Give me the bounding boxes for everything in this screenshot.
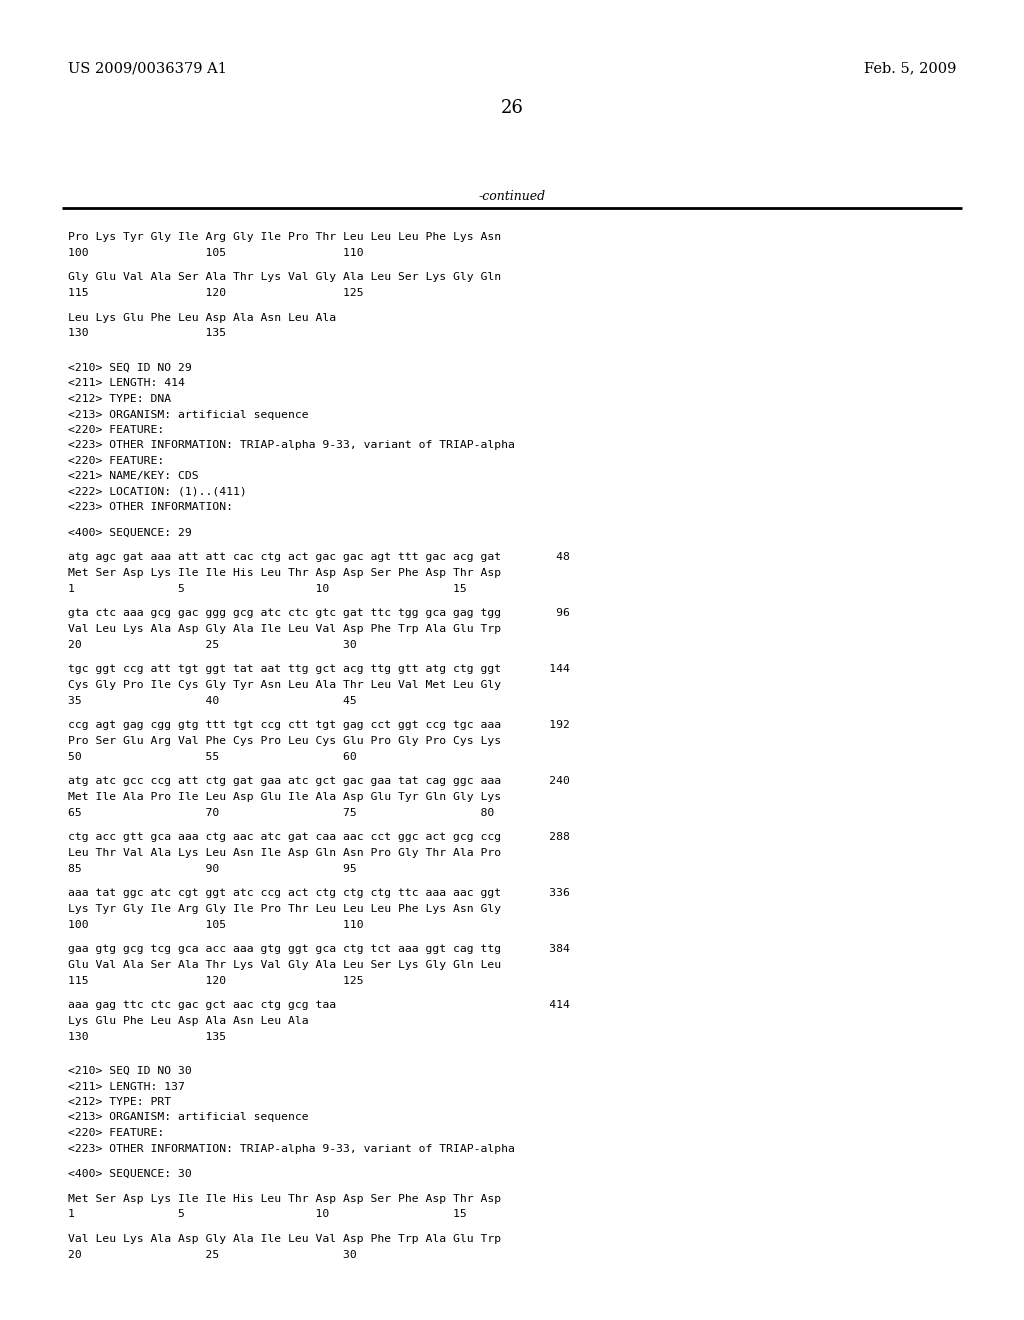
Text: 20                  25                  30: 20 25 30 [68,1250,356,1259]
Text: gaa gtg gcg tcg gca acc aaa gtg ggt gca ctg tct aaa ggt cag ttg       384: gaa gtg gcg tcg gca acc aaa gtg ggt gca … [68,945,570,954]
Text: Val Leu Lys Ala Asp Gly Ala Ile Leu Val Asp Phe Trp Ala Glu Trp: Val Leu Lys Ala Asp Gly Ala Ile Leu Val … [68,624,501,634]
Text: gta ctc aaa gcg gac ggg gcg atc ctc gtc gat ttc tgg gca gag tgg        96: gta ctc aaa gcg gac ggg gcg atc ctc gtc … [68,609,570,619]
Text: 115                 120                 125: 115 120 125 [68,975,364,986]
Text: <211> LENGTH: 414: <211> LENGTH: 414 [68,379,185,388]
Text: ccg agt gag cgg gtg ttt tgt ccg ctt tgt gag cct ggt ccg tgc aaa       192: ccg agt gag cgg gtg ttt tgt ccg ctt tgt … [68,721,570,730]
Text: 20                  25                  30: 20 25 30 [68,639,356,649]
Text: Gly Glu Val Ala Ser Ala Thr Lys Val Gly Ala Leu Ser Lys Gly Gln: Gly Glu Val Ala Ser Ala Thr Lys Val Gly … [68,272,501,282]
Text: <220> FEATURE:: <220> FEATURE: [68,425,164,436]
Text: <210> SEQ ID NO 29: <210> SEQ ID NO 29 [68,363,191,374]
Text: Leu Lys Glu Phe Leu Asp Ala Asn Leu Ala: Leu Lys Glu Phe Leu Asp Ala Asn Leu Ala [68,313,336,323]
Text: aaa gag ttc ctc gac gct aac ctg gcg taa                               414: aaa gag ttc ctc gac gct aac ctg gcg taa … [68,1001,570,1011]
Text: Leu Thr Val Ala Lys Leu Asn Ile Asp Gln Asn Pro Gly Thr Ala Pro: Leu Thr Val Ala Lys Leu Asn Ile Asp Gln … [68,847,501,858]
Text: 85                  90                  95: 85 90 95 [68,863,356,874]
Text: 1               5                   10                  15: 1 5 10 15 [68,583,467,594]
Text: 115                 120                 125: 115 120 125 [68,288,364,298]
Text: <400> SEQUENCE: 30: <400> SEQUENCE: 30 [68,1168,191,1179]
Text: 100                 105                 110: 100 105 110 [68,248,364,257]
Text: Met Ser Asp Lys Ile Ile His Leu Thr Asp Asp Ser Phe Asp Thr Asp: Met Ser Asp Lys Ile Ile His Leu Thr Asp … [68,568,501,578]
Text: Met Ile Ala Pro Ile Leu Asp Glu Ile Ala Asp Glu Tyr Gln Gly Lys: Met Ile Ala Pro Ile Leu Asp Glu Ile Ala … [68,792,501,803]
Text: Pro Lys Tyr Gly Ile Arg Gly Ile Pro Thr Leu Leu Leu Phe Lys Asn: Pro Lys Tyr Gly Ile Arg Gly Ile Pro Thr … [68,232,501,242]
Text: aaa tat ggc atc cgt ggt atc ccg act ctg ctg ctg ttc aaa aac ggt       336: aaa tat ggc atc cgt ggt atc ccg act ctg … [68,888,570,899]
Text: 26: 26 [501,99,523,117]
Text: <212> TYPE: DNA: <212> TYPE: DNA [68,393,171,404]
Text: Lys Tyr Gly Ile Arg Gly Ile Pro Thr Leu Leu Leu Phe Lys Asn Gly: Lys Tyr Gly Ile Arg Gly Ile Pro Thr Leu … [68,904,501,913]
Text: <220> FEATURE:: <220> FEATURE: [68,1129,164,1138]
Text: <221> NAME/KEY: CDS: <221> NAME/KEY: CDS [68,471,199,482]
Text: <210> SEQ ID NO 30: <210> SEQ ID NO 30 [68,1067,191,1076]
Text: US 2009/0036379 A1: US 2009/0036379 A1 [68,61,227,75]
Text: <212> TYPE: PRT: <212> TYPE: PRT [68,1097,171,1107]
Text: <223> OTHER INFORMATION:: <223> OTHER INFORMATION: [68,503,233,512]
Text: 100                 105                 110: 100 105 110 [68,920,364,929]
Text: 130                 135: 130 135 [68,329,226,338]
Text: Feb. 5, 2009: Feb. 5, 2009 [863,61,956,75]
Text: Val Leu Lys Ala Asp Gly Ala Ile Leu Val Asp Phe Trp Ala Glu Trp: Val Leu Lys Ala Asp Gly Ala Ile Leu Val … [68,1234,501,1243]
Text: -continued: -continued [478,190,546,202]
Text: Met Ser Asp Lys Ile Ile His Leu Thr Asp Asp Ser Phe Asp Thr Asp: Met Ser Asp Lys Ile Ile His Leu Thr Asp … [68,1193,501,1204]
Text: 130                 135: 130 135 [68,1031,226,1041]
Text: 50                  55                  60: 50 55 60 [68,751,356,762]
Text: <222> LOCATION: (1)..(411): <222> LOCATION: (1)..(411) [68,487,247,498]
Text: <213> ORGANISM: artificial sequence: <213> ORGANISM: artificial sequence [68,1113,308,1122]
Text: <400> SEQUENCE: 29: <400> SEQUENCE: 29 [68,528,191,537]
Text: Glu Val Ala Ser Ala Thr Lys Val Gly Ala Leu Ser Lys Gly Gln Leu: Glu Val Ala Ser Ala Thr Lys Val Gly Ala … [68,960,501,970]
Text: tgc ggt ccg att tgt ggt tat aat ttg gct acg ttg gtt atg ctg ggt       144: tgc ggt ccg att tgt ggt tat aat ttg gct … [68,664,570,675]
Text: 1               5                   10                  15: 1 5 10 15 [68,1209,467,1218]
Text: <213> ORGANISM: artificial sequence: <213> ORGANISM: artificial sequence [68,409,308,420]
Text: 65                  70                  75                  80: 65 70 75 80 [68,808,495,817]
Text: <223> OTHER INFORMATION: TRIAP-alpha 9-33, variant of TRIAP-alpha: <223> OTHER INFORMATION: TRIAP-alpha 9-3… [68,1143,515,1154]
Text: <220> FEATURE:: <220> FEATURE: [68,455,164,466]
Text: Lys Glu Phe Leu Asp Ala Asn Leu Ala: Lys Glu Phe Leu Asp Ala Asn Leu Ala [68,1016,308,1026]
Text: atg atc gcc ccg att ctg gat gaa atc gct gac gaa tat cag ggc aaa       240: atg atc gcc ccg att ctg gat gaa atc gct … [68,776,570,787]
Text: ctg acc gtt gca aaa ctg aac atc gat caa aac cct ggc act gcg ccg       288: ctg acc gtt gca aaa ctg aac atc gat caa … [68,833,570,842]
Text: Pro Ser Glu Arg Val Phe Cys Pro Leu Cys Glu Pro Gly Pro Cys Lys: Pro Ser Glu Arg Val Phe Cys Pro Leu Cys … [68,737,501,746]
Text: <223> OTHER INFORMATION: TRIAP-alpha 9-33, variant of TRIAP-alpha: <223> OTHER INFORMATION: TRIAP-alpha 9-3… [68,441,515,450]
Text: Cys Gly Pro Ile Cys Gly Tyr Asn Leu Ala Thr Leu Val Met Leu Gly: Cys Gly Pro Ile Cys Gly Tyr Asn Leu Ala … [68,680,501,690]
Text: <211> LENGTH: 137: <211> LENGTH: 137 [68,1081,185,1092]
Text: atg agc gat aaa att att cac ctg act gac gac agt ttt gac acg gat        48: atg agc gat aaa att att cac ctg act gac … [68,553,570,562]
Text: 35                  40                  45: 35 40 45 [68,696,356,705]
